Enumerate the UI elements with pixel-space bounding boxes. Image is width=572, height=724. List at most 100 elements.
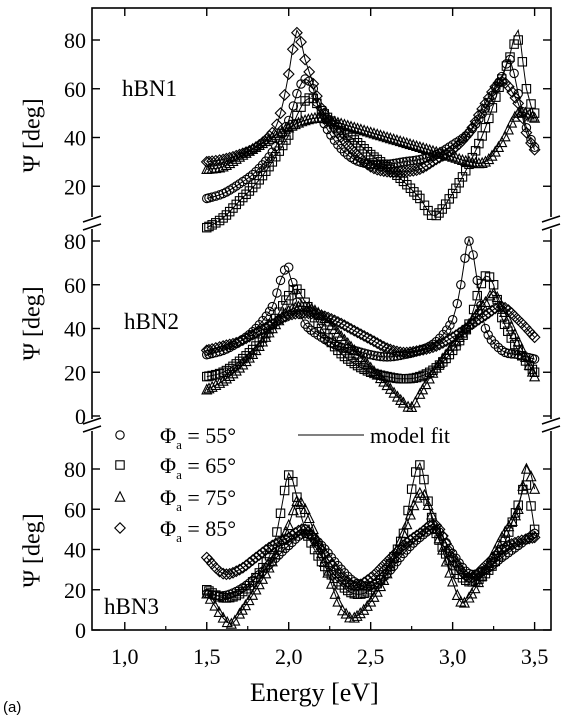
data-point-diamond-p3	[526, 531, 539, 544]
data-point-diamond-p3	[374, 562, 387, 575]
data-point-square-p3	[228, 592, 238, 602]
data-point-triangle-p2	[224, 369, 236, 382]
data-point-triangle-p2	[519, 350, 532, 363]
axis-break-mark	[541, 215, 561, 231]
data-point-diamond-p1	[335, 130, 348, 143]
data-point-square-p2	[408, 373, 419, 383]
data-point-diamond-p1	[371, 163, 384, 176]
data-point-diamond-p1	[512, 97, 525, 110]
data-point-triangle-p1	[466, 156, 478, 168]
data-point-square-p2	[411, 372, 422, 383]
data-point-diamond-p2	[482, 307, 495, 320]
data-point-diamond-p3	[213, 565, 226, 578]
fit-line-triangle-p2	[206, 290, 536, 410]
data-point-diamond-p3	[453, 562, 466, 574]
data-point-square-p3	[234, 589, 245, 599]
data-point-square-p1	[238, 192, 248, 203]
data-point-diamond-p2	[410, 345, 423, 358]
y-tick-label: 40	[64, 538, 86, 563]
data-point-square-p1	[480, 123, 491, 133]
data-point-circle-p2	[452, 298, 463, 309]
x-tick-label: 3,0	[439, 644, 467, 669]
data-point-diamond-p2	[404, 346, 416, 359]
data-point-triangle-p1	[453, 152, 465, 164]
data-point-diamond-p1	[299, 53, 312, 66]
data-point-square-p1	[402, 179, 412, 190]
data-point-diamond-p1	[213, 154, 226, 167]
data-point-triangle-p1	[463, 155, 475, 167]
data-point-triangle-p3	[229, 614, 241, 626]
data-point-square-p1	[513, 35, 523, 45]
data-point-square-p2	[204, 371, 214, 381]
data-point-diamond-p1	[331, 126, 344, 139]
data-point-diamond-p1	[223, 151, 236, 164]
data-point-triangle-p3	[322, 566, 334, 578]
y-tick-label: 80	[64, 457, 86, 482]
data-point-square-p1	[487, 103, 498, 113]
data-point-diamond-p2	[495, 300, 508, 313]
data-point-diamond-p1	[520, 126, 533, 139]
data-point-triangle-p1	[450, 151, 462, 163]
data-point-square-p1	[362, 147, 373, 157]
data-point-square-p1	[241, 189, 251, 200]
data-point-diamond-p3	[394, 542, 407, 555]
data-point-diamond-p1	[256, 136, 269, 149]
data-point-square-p3	[224, 592, 235, 603]
data-point-triangle-p3	[509, 509, 522, 521]
data-point-triangle-p3	[451, 588, 463, 601]
data-point-diamond-p1	[456, 134, 469, 147]
data-point-diamond-p3	[387, 548, 400, 561]
data-point-triangle-p1	[345, 120, 357, 132]
data-point-diamond-p2	[276, 312, 289, 325]
data-point-triangle-p3	[371, 585, 383, 597]
data-point-diamond-p1	[253, 138, 266, 151]
data-point-triangle-p1	[214, 161, 226, 173]
data-point-triangle-p3	[246, 588, 259, 600]
data-point-triangle-p1	[365, 126, 377, 138]
data-point-triangle-p1	[499, 130, 511, 142]
data-point-diamond-p3	[253, 549, 266, 562]
data-point-square-p2	[339, 351, 350, 362]
axis-break-mark	[82, 215, 102, 231]
data-point-diamond-p2	[354, 328, 367, 341]
data-point-diamond-p3	[315, 543, 328, 556]
data-point-square-p1	[526, 99, 536, 109]
data-point-triangle-p2	[484, 289, 496, 301]
data-point-triangle-p2	[505, 320, 517, 332]
data-point-circle-p2	[506, 349, 517, 359]
data-point-diamond-p3	[492, 546, 505, 559]
data-point-diamond-p3	[486, 553, 498, 566]
data-point-triangle-p1	[358, 124, 370, 136]
data-point-diamond-p1	[476, 102, 489, 115]
data-point-diamond-p3	[472, 566, 485, 579]
data-point-triangle-p3	[418, 488, 431, 500]
data-point-diamond-p1	[502, 80, 515, 93]
data-point-circle-p2	[503, 348, 514, 359]
data-point-circle-p1	[247, 169, 258, 180]
axis-break-mark	[82, 417, 102, 433]
data-point-triangle-p2	[529, 370, 541, 382]
data-point-diamond-p3	[404, 534, 416, 547]
data-point-diamond-p2	[220, 339, 233, 352]
data-point-circle-p2	[300, 319, 310, 329]
data-point-diamond-p2	[420, 343, 433, 355]
data-point-triangle-p2	[201, 383, 213, 395]
data-point-triangle-p3	[408, 499, 420, 511]
data-point-triangle-p3	[466, 587, 478, 599]
data-point-circle-p2	[464, 236, 474, 246]
data-point-square-p1	[517, 57, 528, 67]
data-point-triangle-p1	[361, 125, 373, 137]
x-axis-label: Energy [eV]	[250, 678, 379, 707]
data-point-square-p3	[415, 460, 425, 470]
legend-marker-circle	[115, 430, 125, 440]
x-tick-label: 3,5	[521, 644, 549, 669]
data-point-diamond-p3	[397, 539, 410, 552]
data-point-diamond-p1	[506, 85, 519, 98]
x-tick-label: 1,0	[111, 644, 139, 669]
data-point-triangle-p3	[287, 504, 299, 516]
data-point-triangle-p2	[523, 358, 535, 370]
data-point-diamond-p1	[367, 162, 380, 175]
data-point-diamond-p1	[407, 164, 420, 177]
data-point-diamond-p2	[318, 310, 331, 323]
data-point-triangle-p3	[201, 587, 213, 599]
